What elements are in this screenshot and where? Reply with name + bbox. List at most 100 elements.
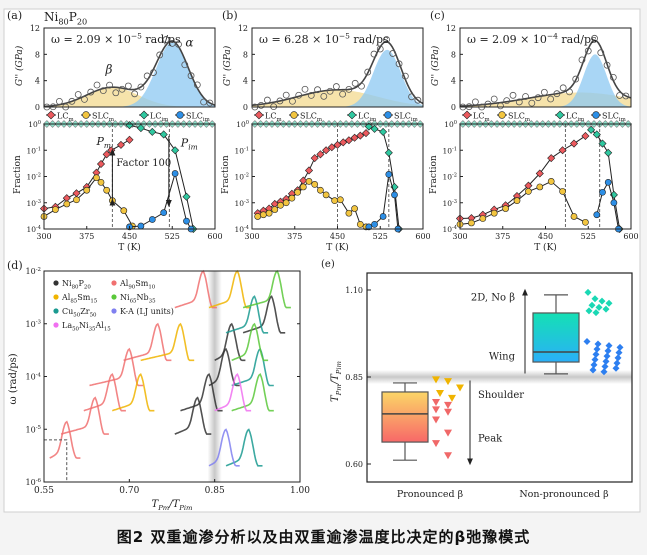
- text-span: -1: [452, 146, 457, 152]
- text-span: T (K): [534, 242, 557, 253]
- y-tick-label: 8: [451, 50, 456, 59]
- data-point-SLCm: [271, 206, 279, 213]
- data-point: [314, 86, 321, 94]
- legend-label: SLCim​: [394, 112, 418, 123]
- text-span: Pronounced β: [397, 489, 464, 500]
- data-point: [118, 85, 126, 93]
- text-span: ω = 2.09 × 10: [51, 33, 131, 46]
- y-tick-label: 4: [243, 77, 248, 86]
- omega-label: ω = 6.28 × 10−5​ rad/ps: [259, 32, 389, 46]
- spectrum-curve: [214, 373, 252, 412]
- y-tick-label: 0.85: [345, 373, 363, 382]
- diamond-marker: [590, 361, 598, 369]
- text-span: 50: [90, 312, 97, 318]
- data-point: [503, 97, 511, 105]
- data-point-SLCm: [345, 209, 353, 217]
- fraction-axis-label: Fraction: [429, 155, 439, 194]
- legend-label: SLCm​: [92, 112, 114, 123]
- data-point: [81, 95, 88, 103]
- legend-marker: [53, 280, 59, 286]
- data-point: [540, 88, 548, 96]
- x-tick-label: 300: [452, 232, 467, 241]
- text-span: m: [109, 117, 114, 123]
- data-point-SLCm: [570, 213, 578, 220]
- data-point-LCim: [587, 125, 596, 134]
- legend-marker: [53, 322, 59, 328]
- data-point: [622, 92, 630, 100]
- text-span: La: [62, 321, 72, 330]
- data-point: [131, 90, 139, 98]
- diamond-marker: [601, 363, 609, 371]
- y-tick-label: 10-3​: [442, 199, 457, 208]
- x-tick-label: 525: [581, 232, 596, 241]
- data-point: [559, 84, 567, 92]
- diamond-marker: [615, 349, 623, 357]
- text-span: 80: [72, 284, 79, 290]
- y-tick-label: 10-4​: [26, 225, 41, 234]
- y-tick-label: 0: [35, 103, 40, 112]
- omega-label: ω = 2.09 × 10−4​ rad/ps: [467, 32, 597, 46]
- data-point-SLCm: [73, 196, 80, 204]
- y-tick-label: 10-2​: [234, 173, 249, 182]
- data-point: [584, 47, 592, 55]
- data-point: [603, 61, 611, 69]
- box: [532, 312, 580, 363]
- data-point: [93, 81, 101, 89]
- data-point: [578, 56, 586, 64]
- data-point: [376, 45, 384, 53]
- text-span: rad/ps: [350, 33, 389, 46]
- text-span: Nb: [136, 293, 148, 302]
- legend-label: Ni65​Nb35​: [120, 293, 156, 304]
- text-span: 0: [454, 120, 457, 126]
- data-point-SLCm: [331, 197, 339, 205]
- text-span: P: [78, 279, 84, 288]
- text-span: T (K): [118, 242, 141, 253]
- data-point-LCm: [333, 140, 342, 149]
- text-span: Shoulder: [478, 390, 524, 401]
- data-point: [401, 72, 409, 80]
- x-tick-label: 300: [244, 232, 259, 241]
- diamond-marker: [614, 354, 622, 362]
- factor-100-label: Factor 100: [116, 158, 171, 169]
- spectrum-curve: [242, 295, 286, 334]
- panel-label: (e): [321, 259, 335, 270]
- text-span: 10: [26, 199, 36, 208]
- p-im-label: Pim​: [180, 136, 198, 151]
- text-span: -2: [244, 173, 249, 179]
- data-point-SLCim: [148, 216, 156, 223]
- text-span: Fraction: [429, 155, 439, 194]
- data-point: [181, 61, 189, 69]
- y-tick-label: 100​: [28, 120, 41, 129]
- data-point-SLCm: [317, 186, 324, 194]
- legend-label: LCm​: [265, 112, 282, 123]
- text-span: /T: [330, 373, 341, 385]
- legend-label: LCim​: [150, 112, 168, 123]
- data-point-LCm: [316, 150, 325, 159]
- text-span: -4: [452, 225, 457, 231]
- legend-marker-circle: [290, 111, 298, 119]
- data-point: [471, 98, 479, 106]
- triangle-marker: [432, 399, 440, 407]
- total-fit-line: [251, 41, 424, 107]
- data-point-SLCm: [536, 183, 544, 191]
- text-span: 20: [77, 17, 87, 27]
- data-point-SLCim: [183, 217, 190, 225]
- spectrum-curve: [89, 347, 143, 387]
- data-point-SLCm: [83, 186, 91, 194]
- data-point-SLCm: [502, 205, 509, 212]
- spectrum-curve: [225, 428, 263, 467]
- text-span: 10: [28, 120, 38, 129]
- text-span: 0: [246, 120, 249, 126]
- data-point-SLCm: [559, 188, 566, 195]
- text-span: 50: [73, 312, 80, 318]
- data-point-SLCm: [260, 211, 267, 219]
- data-point-SLCm: [311, 181, 319, 188]
- diamond-marker: [588, 301, 596, 309]
- legend-marker-diamond: [555, 110, 565, 120]
- data-point: [193, 81, 201, 89]
- data-point: [162, 36, 170, 43]
- text-span: Pim: [178, 504, 192, 512]
- text-span: m: [276, 117, 281, 123]
- text-span: ω (rad/ps): [8, 353, 19, 404]
- text-span: 15: [90, 298, 97, 304]
